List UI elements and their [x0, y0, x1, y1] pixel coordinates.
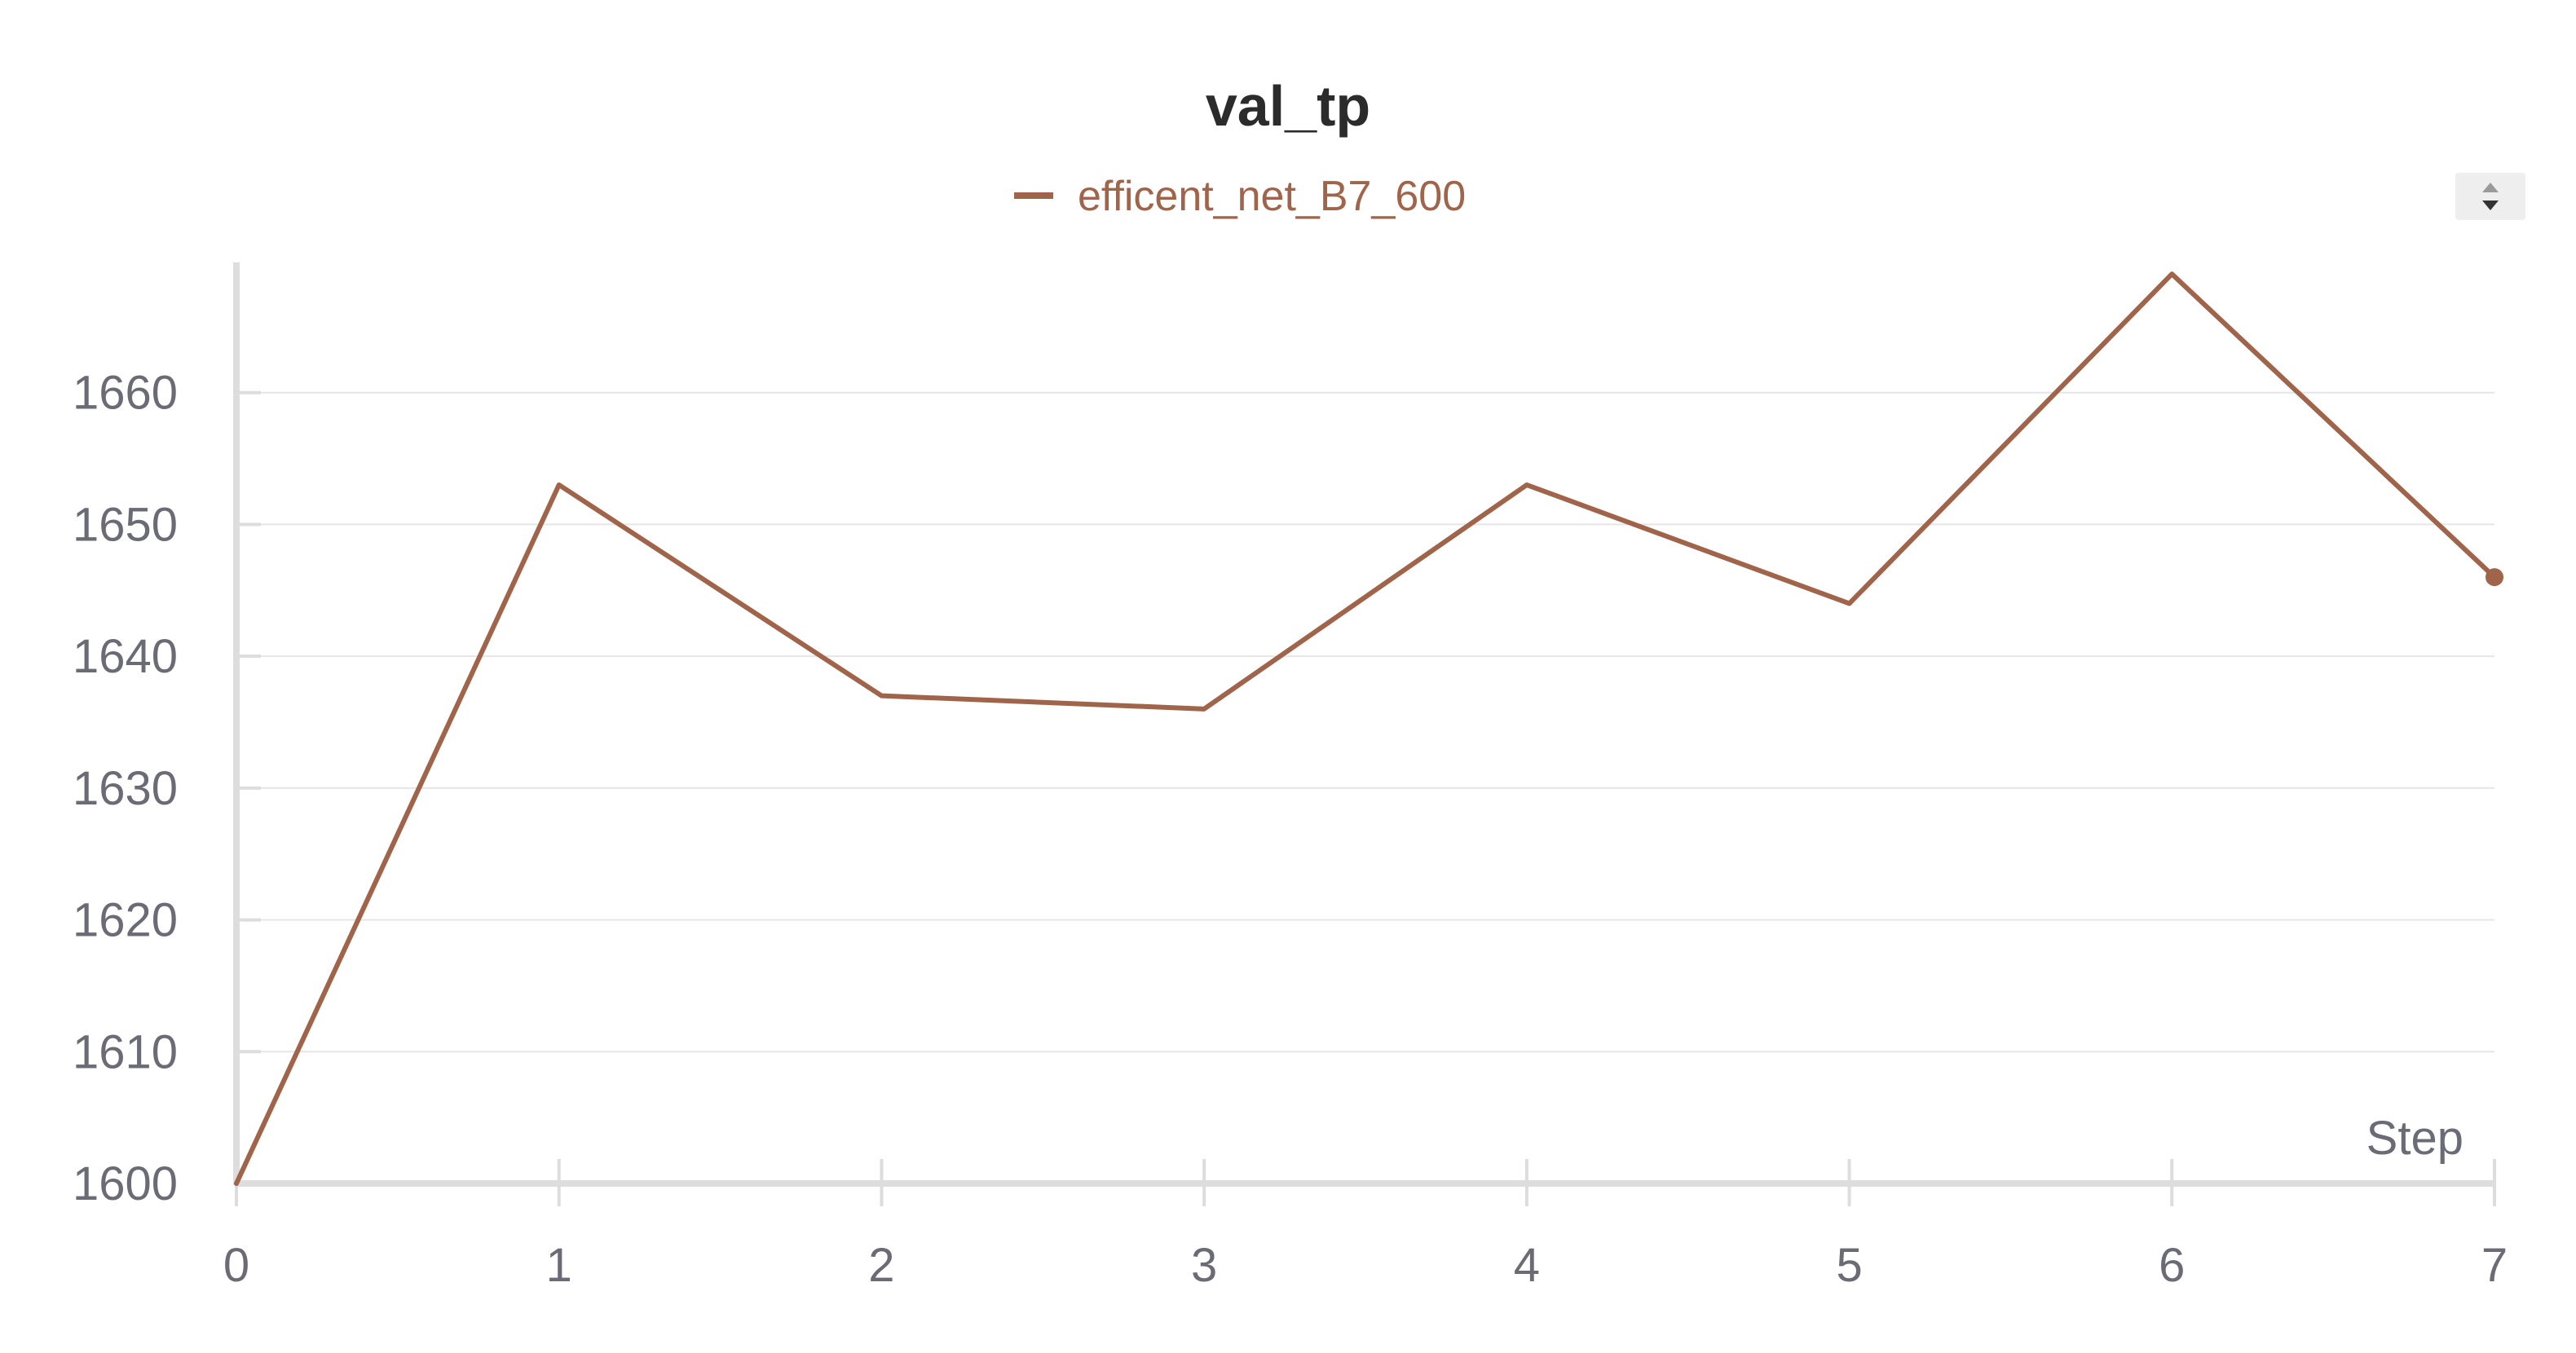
- y-tick-label: 1650: [73, 498, 178, 551]
- x-tick-label: 0: [223, 1239, 249, 1292]
- chevron-up-icon[interactable]: [2482, 183, 2499, 192]
- x-tick-label: 6: [2159, 1239, 2185, 1292]
- x-tick-label: 7: [2481, 1239, 2508, 1292]
- y-tick-label: 1620: [73, 894, 178, 947]
- axes: [233, 262, 2496, 1206]
- x-tick-label: 4: [1514, 1239, 1540, 1292]
- tick-labels: 1600 1610 1620 1630 1640 1650 1660 0 1 2 3 4 5 6 7: [73, 367, 2508, 1292]
- legend-label-series-0: efficent_net_B7_600: [1078, 173, 1466, 220]
- legend: efficent_net_B7_600: [1014, 173, 1466, 220]
- chart-title: val_tp: [1206, 74, 1370, 138]
- x-tick-label: 5: [1836, 1239, 1862, 1292]
- series-line-0: [234, 271, 2497, 1186]
- x-tick-label: 1: [546, 1239, 572, 1292]
- data-point: [2486, 568, 2503, 587]
- x-tick-label: 2: [868, 1239, 894, 1292]
- y-tick-label: 1610: [73, 1025, 178, 1078]
- legend-scroll-control[interactable]: [2455, 173, 2525, 220]
- y-tick-label: 1660: [73, 367, 178, 420]
- series-lines: [234, 271, 2503, 1186]
- x-axis-label: Step: [2366, 1112, 2464, 1165]
- y-tick-label: 1640: [73, 630, 178, 683]
- x-tick-label: 3: [1191, 1239, 1217, 1292]
- grid-lines: [236, 391, 2494, 1053]
- y-tick-label: 1600: [73, 1157, 178, 1210]
- y-tick-label: 1630: [73, 762, 178, 815]
- chevron-down-icon[interactable]: [2482, 201, 2499, 210]
